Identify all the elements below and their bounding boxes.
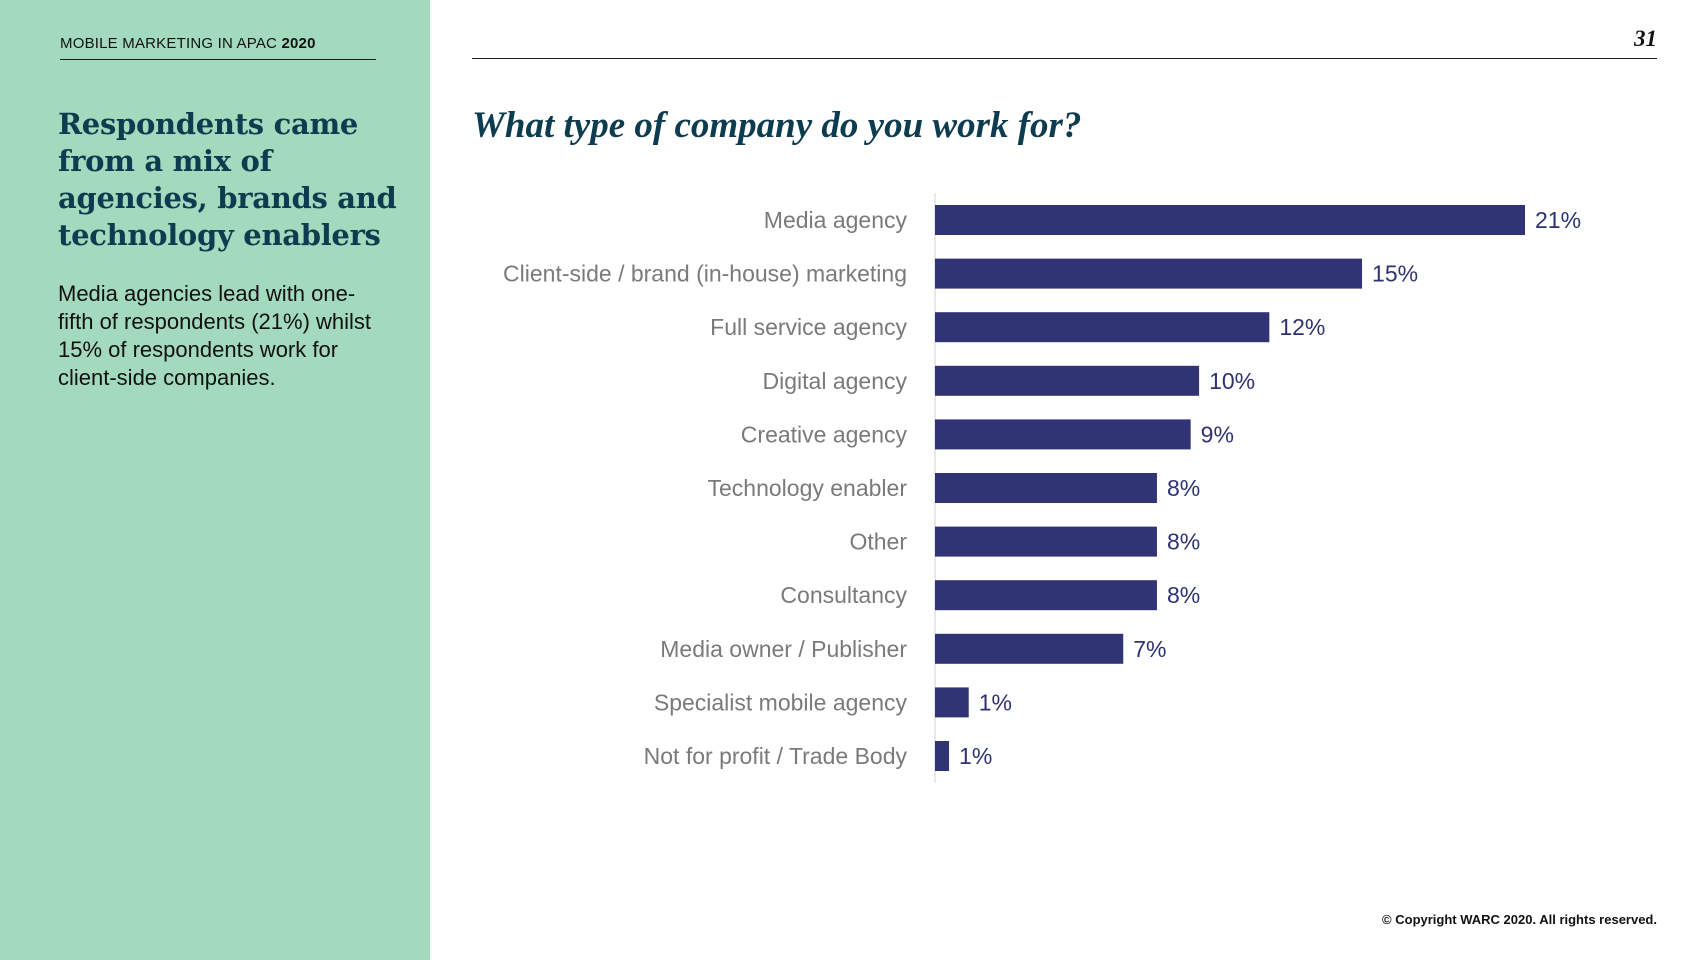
bar [935, 419, 1191, 450]
bar [935, 633, 1124, 664]
value-label: 8% [1167, 582, 1200, 608]
bar [935, 205, 1525, 235]
value-label: 21% [1535, 207, 1581, 233]
page-number: 31 [1634, 26, 1657, 51]
category-label: Media owner / Publisher [660, 636, 907, 662]
report-year: 2020 [281, 35, 316, 52]
category-label: Media agency [764, 207, 908, 233]
value-label: 15% [1372, 261, 1418, 287]
value-label: 8% [1167, 475, 1200, 501]
report-title-text: MOBILE MARKETING IN APAC [60, 35, 278, 52]
bar [935, 258, 1363, 289]
category-label: Full service agency [710, 314, 907, 340]
bar [935, 687, 969, 718]
value-label: 10% [1209, 368, 1255, 394]
bar [935, 473, 1157, 503]
report-title: MOBILE MARKETING IN APAC 2020 [60, 35, 376, 60]
header-divider [472, 58, 1657, 59]
bar [935, 526, 1157, 557]
category-label: Not for profit / Trade Body [644, 743, 908, 769]
category-label: Digital agency [763, 368, 908, 394]
value-label: 1% [979, 689, 1012, 715]
value-label: 12% [1279, 314, 1325, 340]
sidebar-summary: Media agencies lead with one-fifth of re… [58, 281, 372, 390]
bars-group: Media agency 21% Client-side / brand (in-h… [503, 193, 1581, 783]
value-label: 7% [1133, 636, 1166, 662]
value-label: 1% [959, 743, 992, 769]
category-label: Other [849, 529, 907, 555]
category-label: Consultancy [780, 582, 907, 608]
sidebar-panel: MOBILE MARKETING IN APAC 2020 Respondent… [0, 0, 430, 960]
bar [935, 365, 1200, 396]
bar [935, 741, 950, 771]
category-label: Technology enabler [708, 475, 908, 501]
sidebar-headline: Respondents came from a mix of agencies,… [58, 107, 397, 252]
value-label: 9% [1201, 421, 1234, 447]
category-label: Creative agency [741, 421, 908, 447]
copyright-notice: © Copyright WARC 2020. All rights reserv… [1382, 912, 1657, 927]
value-label: 8% [1167, 529, 1200, 555]
chart-title: What type of company do you work for? [472, 105, 1082, 146]
bar [935, 580, 1157, 611]
category-label: Client-side / brand (in-house) marketing [503, 261, 907, 287]
category-label: Specialist mobile agency [654, 689, 908, 715]
bar [935, 312, 1270, 343]
